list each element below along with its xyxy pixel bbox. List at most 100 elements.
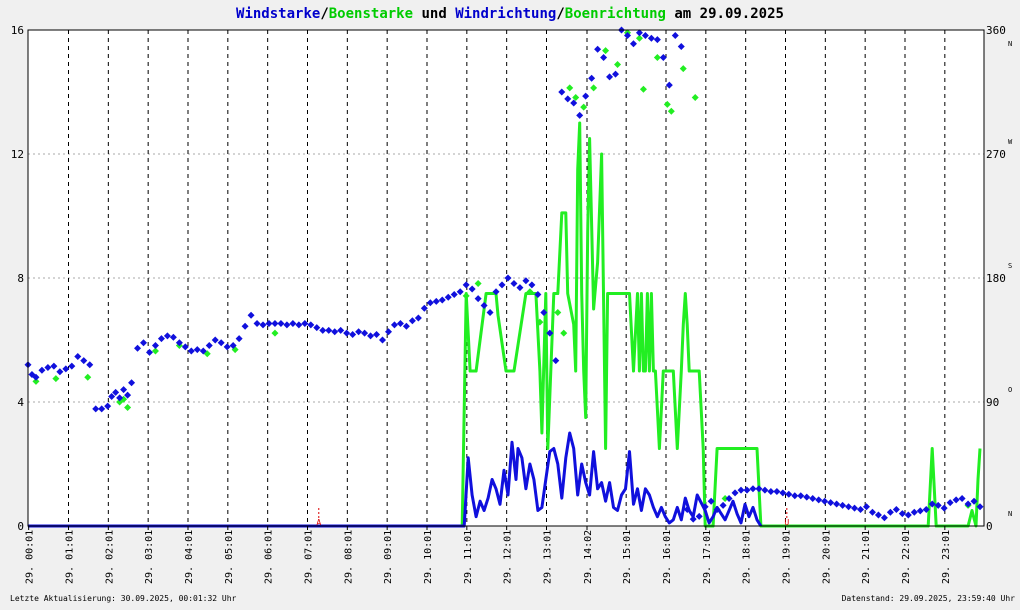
direction-point <box>349 330 357 338</box>
direction-point <box>289 319 297 327</box>
direction-point <box>560 329 568 337</box>
direction-point <box>80 357 88 365</box>
direction-point <box>749 485 757 493</box>
direction-point <box>438 296 446 304</box>
direction-point <box>815 496 823 504</box>
direction-point <box>677 43 685 51</box>
direction-point <box>112 388 120 396</box>
title-part-4: Windrichtung <box>455 6 556 22</box>
x-tick-label: 29. 03:01 <box>144 530 155 584</box>
direction-point <box>211 336 219 344</box>
direction-point <box>922 505 930 513</box>
series-windstarke <box>28 431 763 528</box>
series-layer <box>24 26 984 528</box>
direction-point <box>976 503 984 511</box>
x-tick-label: 29. 12:01 <box>503 530 514 584</box>
direction-point <box>396 319 404 327</box>
direction-point <box>462 281 470 289</box>
direction-point <box>970 497 978 505</box>
direction-point <box>486 308 494 316</box>
direction-point <box>241 322 249 330</box>
direction-point <box>313 324 321 332</box>
direction-point <box>803 493 811 501</box>
direction-point <box>845 503 853 511</box>
direction-point <box>325 326 333 334</box>
direction-point <box>868 508 876 516</box>
left-tick-label: 12 <box>11 148 24 161</box>
direction-point <box>56 368 64 376</box>
left-tick-label: 4 <box>17 396 24 409</box>
direction-point <box>474 295 482 303</box>
direction-point <box>564 95 572 103</box>
direction-point <box>205 342 213 350</box>
direction-point <box>737 486 745 494</box>
direction-point <box>554 308 562 316</box>
direction-point <box>731 489 739 497</box>
direction-point <box>193 346 201 354</box>
title-part-3: und <box>413 6 455 22</box>
series-boenrichtung <box>32 29 972 509</box>
direction-point <box>50 362 58 370</box>
direction-point <box>175 339 183 347</box>
direction-point <box>797 492 805 500</box>
x-tick-label: 29. 07:01 <box>303 530 314 584</box>
direction-point <box>134 344 142 352</box>
direction-point <box>444 293 452 301</box>
direction-point <box>779 489 787 497</box>
direction-point <box>390 321 398 329</box>
direction-point <box>653 36 661 44</box>
left-tick-label: 16 <box>11 24 24 37</box>
direction-point <box>755 485 763 493</box>
x-tick-label: 29. 20:01 <box>821 530 832 584</box>
direction-point <box>874 511 882 519</box>
direction-point <box>570 99 578 107</box>
right-tick-label: 0 <box>986 520 993 533</box>
direction-point <box>120 386 128 394</box>
x-tick-label: 29. 16:01 <box>662 530 673 584</box>
direction-point <box>588 74 596 82</box>
direction-point <box>910 508 918 516</box>
series-boenstarke <box>28 121 982 528</box>
direction-point <box>504 274 512 282</box>
direction-point <box>52 375 60 383</box>
x-tick-label: 29. 13:01 <box>542 530 553 584</box>
direction-point <box>301 319 309 327</box>
series-line-boenstarke <box>28 121 982 528</box>
direction-point <box>898 510 906 518</box>
direction-point <box>247 311 255 319</box>
right-tick-label: 360 <box>986 24 1006 37</box>
direction-point <box>590 84 598 92</box>
direction-point <box>659 54 667 62</box>
direction-point <box>606 73 614 81</box>
direction-point <box>952 496 960 504</box>
direction-point <box>331 328 339 336</box>
direction-point <box>84 373 92 381</box>
title-part-7: am 29.09.2025 <box>666 6 784 22</box>
direction-point <box>614 60 622 68</box>
direction-point <box>92 405 100 413</box>
direction-point <box>785 490 793 498</box>
direction-point <box>163 332 171 340</box>
footer-data-status: Datenstand: 29.09.2025, 23:59:40 Uhr <box>842 594 1016 603</box>
direction-point <box>928 500 936 508</box>
title-part-1: / <box>320 6 328 22</box>
x-tick-label: 29. 21:01 <box>861 530 872 584</box>
direction-point <box>38 366 46 374</box>
direction-point <box>151 347 159 355</box>
direction-point <box>940 504 948 512</box>
direction-label: O <box>1008 386 1012 394</box>
direction-point <box>851 504 859 512</box>
x-tick-label: 29. 22:01 <box>901 530 912 584</box>
marker-label: U <box>784 518 789 527</box>
x-tick-label: 29. 11:01 <box>463 530 474 584</box>
direction-point <box>265 319 273 327</box>
direction-point <box>355 328 363 336</box>
direction-point <box>426 299 434 307</box>
x-tick-label: 29. 08:01 <box>343 530 354 584</box>
direction-point <box>169 333 177 341</box>
direction-point <box>536 318 544 326</box>
direction-point <box>44 364 52 372</box>
direction-point <box>612 70 620 78</box>
direction-point <box>124 391 132 399</box>
direction-point <box>600 54 608 62</box>
